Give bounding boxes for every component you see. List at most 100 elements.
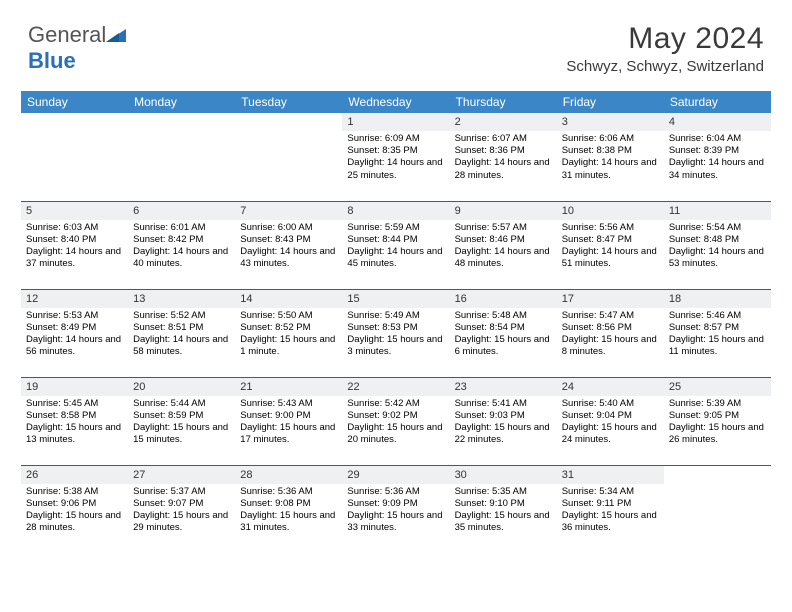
day-number: 1 xyxy=(342,113,449,131)
sunset-line: Sunset: 9:00 PM xyxy=(240,410,337,422)
day-body: Sunrise: 5:49 AMSunset: 8:53 PMDaylight:… xyxy=(342,308,449,363)
sunset-line: Sunset: 8:57 PM xyxy=(669,322,766,334)
sunset-line: Sunset: 8:40 PM xyxy=(26,234,123,246)
daylight-line: Daylight: 14 hours and 37 minutes. xyxy=(26,246,123,270)
daylight-line: Daylight: 15 hours and 6 minutes. xyxy=(455,334,552,358)
calendar-header-row: SundayMondayTuesdayWednesdayThursdayFrid… xyxy=(21,91,771,113)
calendar-cell: 19Sunrise: 5:45 AMSunset: 8:58 PMDayligh… xyxy=(21,377,128,465)
day-body: Sunrise: 6:07 AMSunset: 8:36 PMDaylight:… xyxy=(450,131,557,186)
day-body: Sunrise: 5:57 AMSunset: 8:46 PMDaylight:… xyxy=(450,220,557,275)
day-number: 20 xyxy=(128,378,235,396)
day-number: 18 xyxy=(664,290,771,308)
day-header: Sunday xyxy=(21,91,128,113)
day-body: Sunrise: 5:40 AMSunset: 9:04 PMDaylight:… xyxy=(557,396,664,451)
calendar-cell: 5Sunrise: 6:03 AMSunset: 8:40 PMDaylight… xyxy=(21,201,128,289)
sunrise-line: Sunrise: 5:48 AM xyxy=(455,310,552,322)
day-number: 21 xyxy=(235,378,342,396)
sunrise-line: Sunrise: 5:52 AM xyxy=(133,310,230,322)
day-number: 5 xyxy=(21,202,128,220)
day-number: 10 xyxy=(557,202,664,220)
sunset-line: Sunset: 9:11 PM xyxy=(562,498,659,510)
sunset-line: Sunset: 9:08 PM xyxy=(240,498,337,510)
daylight-line: Daylight: 15 hours and 31 minutes. xyxy=(240,510,337,534)
day-body: Sunrise: 6:03 AMSunset: 8:40 PMDaylight:… xyxy=(21,220,128,275)
calendar-cell: 10Sunrise: 5:56 AMSunset: 8:47 PMDayligh… xyxy=(557,201,664,289)
sunset-line: Sunset: 8:52 PM xyxy=(240,322,337,334)
sunrise-line: Sunrise: 5:39 AM xyxy=(669,398,766,410)
daylight-line: Daylight: 15 hours and 3 minutes. xyxy=(347,334,444,358)
day-body: Sunrise: 5:42 AMSunset: 9:02 PMDaylight:… xyxy=(342,396,449,451)
brand-logo: General Blue xyxy=(28,22,126,74)
calendar-cell: 31Sunrise: 5:34 AMSunset: 9:11 PMDayligh… xyxy=(557,465,664,553)
calendar-cell: 21Sunrise: 5:43 AMSunset: 9:00 PMDayligh… xyxy=(235,377,342,465)
day-body: Sunrise: 6:00 AMSunset: 8:43 PMDaylight:… xyxy=(235,220,342,275)
sunrise-line: Sunrise: 5:47 AM xyxy=(562,310,659,322)
daylight-line: Daylight: 14 hours and 28 minutes. xyxy=(455,157,552,181)
calendar-cell: 26Sunrise: 5:38 AMSunset: 9:06 PMDayligh… xyxy=(21,465,128,553)
daylight-line: Daylight: 14 hours and 40 minutes. xyxy=(133,246,230,270)
day-body: Sunrise: 5:41 AMSunset: 9:03 PMDaylight:… xyxy=(450,396,557,451)
sunrise-line: Sunrise: 5:36 AM xyxy=(240,486,337,498)
sunrise-line: Sunrise: 5:53 AM xyxy=(26,310,123,322)
day-body: Sunrise: 5:36 AMSunset: 9:08 PMDaylight:… xyxy=(235,484,342,539)
day-body: Sunrise: 5:54 AMSunset: 8:48 PMDaylight:… xyxy=(664,220,771,275)
sunrise-line: Sunrise: 5:54 AM xyxy=(669,222,766,234)
sunrise-line: Sunrise: 5:42 AM xyxy=(347,398,444,410)
day-number: 9 xyxy=(450,202,557,220)
calendar-cell xyxy=(21,113,128,201)
calendar-cell: 12Sunrise: 5:53 AMSunset: 8:49 PMDayligh… xyxy=(21,289,128,377)
day-body: Sunrise: 5:44 AMSunset: 8:59 PMDaylight:… xyxy=(128,396,235,451)
title-block: May 2024 Schwyz, Schwyz, Switzerland xyxy=(28,22,764,75)
brand-part2: Blue xyxy=(28,48,76,73)
day-number: 22 xyxy=(342,378,449,396)
day-number: 12 xyxy=(21,290,128,308)
sunrise-line: Sunrise: 6:07 AM xyxy=(455,133,552,145)
sunset-line: Sunset: 8:54 PM xyxy=(455,322,552,334)
daylight-line: Daylight: 14 hours and 56 minutes. xyxy=(26,334,123,358)
day-number: 14 xyxy=(235,290,342,308)
sunset-line: Sunset: 8:53 PM xyxy=(347,322,444,334)
day-number: 28 xyxy=(235,466,342,484)
day-body: Sunrise: 5:39 AMSunset: 9:05 PMDaylight:… xyxy=(664,396,771,451)
day-number: 23 xyxy=(450,378,557,396)
day-header: Friday xyxy=(557,91,664,113)
sunset-line: Sunset: 8:43 PM xyxy=(240,234,337,246)
day-body: Sunrise: 5:34 AMSunset: 9:11 PMDaylight:… xyxy=(557,484,664,539)
daylight-line: Daylight: 14 hours and 31 minutes. xyxy=(562,157,659,181)
day-header: Tuesday xyxy=(235,91,342,113)
calendar-cell: 4Sunrise: 6:04 AMSunset: 8:39 PMDaylight… xyxy=(664,113,771,201)
calendar-cell: 15Sunrise: 5:49 AMSunset: 8:53 PMDayligh… xyxy=(342,289,449,377)
sunset-line: Sunset: 8:42 PM xyxy=(133,234,230,246)
sunrise-line: Sunrise: 5:37 AM xyxy=(133,486,230,498)
day-body: Sunrise: 5:37 AMSunset: 9:07 PMDaylight:… xyxy=(128,484,235,539)
sunset-line: Sunset: 8:51 PM xyxy=(133,322,230,334)
day-number: 19 xyxy=(21,378,128,396)
day-header: Saturday xyxy=(664,91,771,113)
daylight-line: Daylight: 15 hours and 24 minutes. xyxy=(562,422,659,446)
calendar-cell: 16Sunrise: 5:48 AMSunset: 8:54 PMDayligh… xyxy=(450,289,557,377)
daylight-line: Daylight: 15 hours and 28 minutes. xyxy=(26,510,123,534)
sunset-line: Sunset: 8:46 PM xyxy=(455,234,552,246)
sunrise-line: Sunrise: 6:06 AM xyxy=(562,133,659,145)
day-number: 13 xyxy=(128,290,235,308)
sunrise-line: Sunrise: 5:36 AM xyxy=(347,486,444,498)
sunrise-line: Sunrise: 5:41 AM xyxy=(455,398,552,410)
calendar-cell: 29Sunrise: 5:36 AMSunset: 9:09 PMDayligh… xyxy=(342,465,449,553)
day-number: 26 xyxy=(21,466,128,484)
daylight-line: Daylight: 14 hours and 45 minutes. xyxy=(347,246,444,270)
calendar-cell: 30Sunrise: 5:35 AMSunset: 9:10 PMDayligh… xyxy=(450,465,557,553)
calendar-cell: 22Sunrise: 5:42 AMSunset: 9:02 PMDayligh… xyxy=(342,377,449,465)
daylight-line: Daylight: 15 hours and 11 minutes. xyxy=(669,334,766,358)
day-body: Sunrise: 5:48 AMSunset: 8:54 PMDaylight:… xyxy=(450,308,557,363)
day-number: 7 xyxy=(235,202,342,220)
sunset-line: Sunset: 9:04 PM xyxy=(562,410,659,422)
sunset-line: Sunset: 8:56 PM xyxy=(562,322,659,334)
header: General Blue May 2024 Schwyz, Schwyz, Sw… xyxy=(0,0,792,81)
calendar-cell: 9Sunrise: 5:57 AMSunset: 8:46 PMDaylight… xyxy=(450,201,557,289)
daylight-line: Daylight: 15 hours and 26 minutes. xyxy=(669,422,766,446)
daylight-line: Daylight: 15 hours and 22 minutes. xyxy=(455,422,552,446)
day-body: Sunrise: 6:06 AMSunset: 8:38 PMDaylight:… xyxy=(557,131,664,186)
sunrise-line: Sunrise: 6:01 AM xyxy=(133,222,230,234)
sunrise-line: Sunrise: 5:34 AM xyxy=(562,486,659,498)
day-number: 15 xyxy=(342,290,449,308)
